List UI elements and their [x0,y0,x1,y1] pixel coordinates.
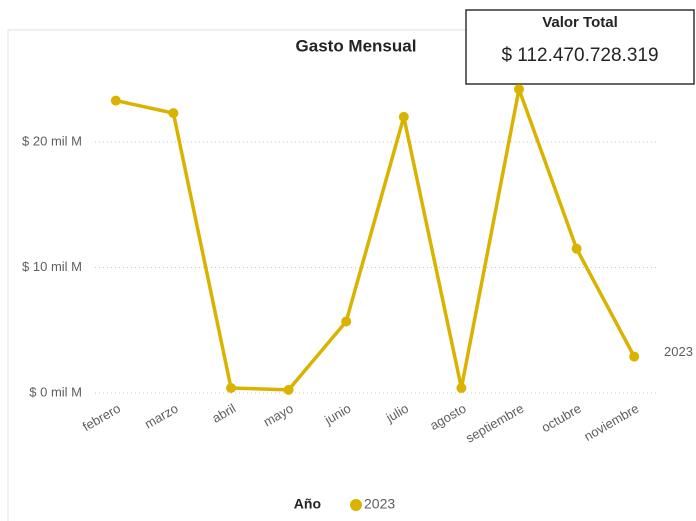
data-point [168,108,179,119]
data-point [514,84,524,95]
legend-marker [350,499,362,511]
x-tick-label: mayo [261,401,296,430]
series-line [115,87,636,392]
data-point [456,382,467,393]
y-tick-label: $ 10 mil M [22,259,82,274]
x-tick-label: septiembre [463,401,526,446]
chart-title: Gasto Mensual [296,36,417,55]
data-point [283,384,294,395]
x-tick-label: noviembre [581,401,641,444]
data-point [341,316,352,327]
card-title: Valor Total [542,14,618,31]
x-tick-label: agosto [427,401,468,434]
visual-border [7,29,466,521]
x-tick-label: febrero [80,401,123,435]
data-point [398,111,409,122]
data-point [110,95,121,106]
data-point [226,382,236,393]
y-tick-label: $ 0 mil M [29,384,82,399]
data-point [629,351,640,362]
series-end-label: 2023 [664,344,693,359]
x-tick-label: julio [383,401,411,426]
data-point [571,243,582,254]
x-tick-label: abril [209,401,238,426]
x-tick-label: marzo [142,401,181,432]
x-tick-label: junio [321,401,353,428]
x-tick-label: octubre [539,401,584,436]
card[interactable] [465,9,695,85]
legend-title: Año [294,496,321,512]
card-value: $ 112.470.728.319 [501,45,658,66]
legend-label: 2023 [364,496,395,512]
y-tick-label: $ 20 mil M [22,133,82,148]
